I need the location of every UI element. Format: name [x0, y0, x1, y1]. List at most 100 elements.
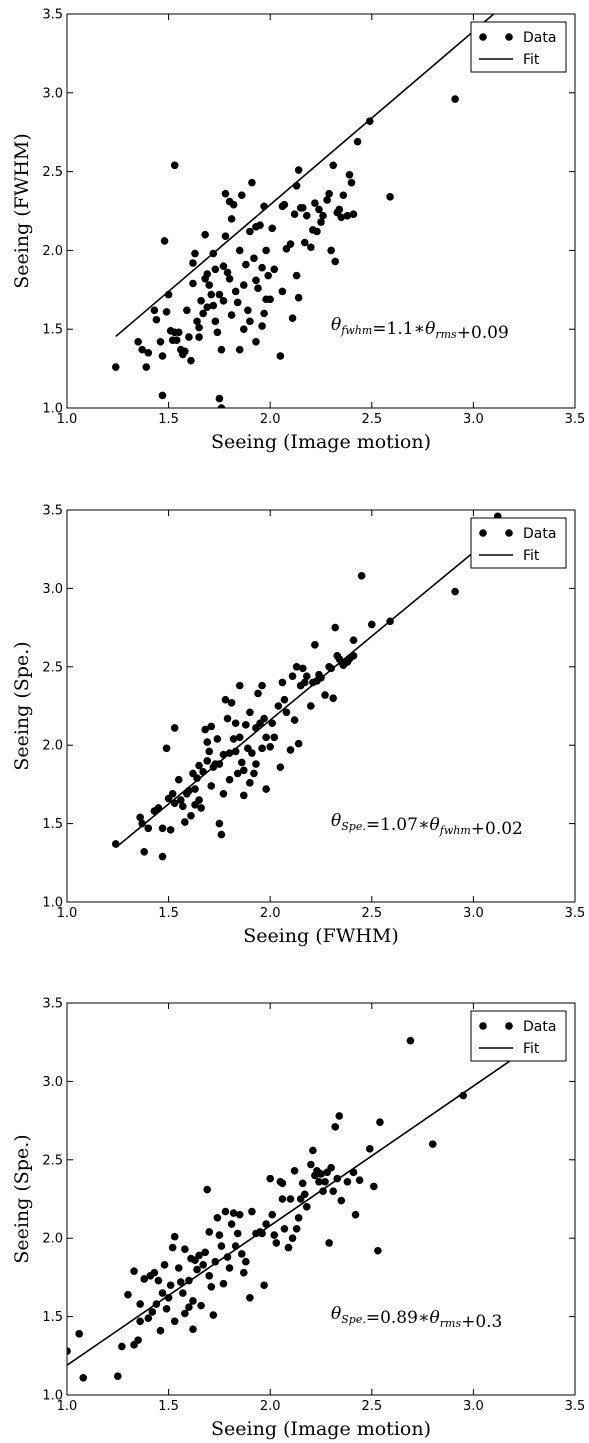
data-point — [179, 1289, 187, 1297]
data-point — [268, 224, 277, 233]
data-point — [168, 790, 177, 798]
data-point — [300, 1190, 309, 1199]
data-point — [172, 336, 181, 345]
data-point — [280, 1224, 289, 1233]
data-point — [270, 733, 279, 742]
data-point — [298, 204, 307, 212]
x-tick-label: 3.5 — [565, 412, 586, 427]
data-point — [124, 1290, 132, 1299]
data-point — [317, 1170, 325, 1178]
data-point — [311, 199, 319, 207]
data-point — [315, 205, 323, 214]
data-point — [205, 747, 214, 756]
y-axis-label: Seeing (Spe.) — [11, 1134, 33, 1263]
data-point — [156, 1326, 165, 1335]
data-point — [203, 757, 212, 765]
x-tick-label: 1.5 — [158, 412, 179, 427]
data-point — [343, 211, 352, 220]
y-tick-label: 1.5 — [42, 323, 63, 338]
data-point — [197, 1301, 205, 1310]
data-point — [349, 636, 358, 644]
legend-label-data: Data — [523, 526, 556, 542]
data-point — [144, 1314, 153, 1322]
data-point — [170, 724, 179, 732]
data-point — [235, 246, 244, 255]
y-tick-label: 2.0 — [42, 739, 63, 754]
data-point — [233, 1229, 242, 1238]
data-point — [205, 1228, 214, 1236]
data-point — [215, 290, 224, 299]
data-point — [221, 189, 230, 198]
data-point — [386, 193, 394, 201]
data-point — [329, 161, 337, 170]
data-point — [280, 695, 289, 704]
data-point — [321, 691, 329, 699]
chart-panel-3: 1.0 1.5 2.0 2.5 3.0 3.5 1.0 1.5 2.0 2.5 3.0 3.5 Seei… — [11, 997, 585, 1441]
data-point — [140, 848, 149, 856]
data-point — [181, 818, 189, 826]
data-point — [213, 1214, 222, 1222]
data-point — [225, 775, 234, 784]
data-point — [203, 270, 212, 278]
fit-equation: θSpe.=1.07∗θfwhm+0.02 — [331, 811, 523, 839]
data-point — [327, 1163, 335, 1172]
x-tick-label: 3.5 — [565, 906, 586, 921]
data-point — [223, 714, 232, 723]
data-point — [327, 664, 335, 673]
x-tick-label: 1.0 — [57, 1399, 78, 1414]
data-point — [229, 200, 238, 209]
legend-label-fit: Fit — [523, 548, 540, 564]
data-point — [331, 1123, 340, 1131]
x-tick-label: 1.0 — [57, 412, 78, 427]
data-point — [252, 760, 260, 768]
data-point — [142, 363, 151, 371]
data-point — [189, 259, 197, 267]
data-point — [347, 178, 356, 187]
legend-marker-data — [479, 529, 487, 537]
data-point — [205, 1272, 214, 1280]
data-point — [250, 254, 258, 263]
data-series — [111, 512, 502, 861]
plot-frame — [66, 509, 576, 903]
data-point — [201, 230, 209, 239]
data-point — [292, 271, 301, 280]
data-point — [321, 1177, 329, 1186]
data-point — [242, 1257, 250, 1266]
data-point — [79, 1373, 88, 1382]
data-point — [221, 695, 230, 704]
data-point — [199, 1261, 207, 1269]
fit-line — [115, 531, 499, 849]
data-point — [207, 1283, 216, 1291]
data-point — [176, 796, 185, 804]
y-tick-label: 2.5 — [42, 1153, 63, 1168]
data-point — [219, 297, 228, 305]
data-point — [339, 191, 348, 200]
data-point — [144, 824, 153, 833]
data-point — [246, 1293, 254, 1302]
data-point — [229, 1209, 238, 1217]
x-tick-label: 3.0 — [463, 1399, 484, 1414]
data-point — [260, 1281, 268, 1290]
legend: Data Fit — [470, 21, 567, 73]
data-point — [215, 760, 224, 768]
data-point — [205, 281, 214, 289]
legend-marker-data — [479, 1022, 487, 1030]
data-point — [189, 1325, 197, 1333]
data-point — [266, 1174, 275, 1183]
data-point — [365, 1145, 374, 1153]
data-point — [260, 714, 268, 723]
data-point — [140, 1275, 149, 1283]
y-tick-label: 3.5 — [42, 8, 63, 23]
data-point — [325, 189, 333, 198]
data-point — [258, 263, 266, 272]
data-point — [268, 1210, 277, 1219]
data-point — [75, 1330, 83, 1338]
data-point — [225, 274, 234, 283]
data-point — [201, 725, 209, 734]
data-point — [217, 830, 226, 839]
data-point — [215, 394, 224, 403]
chart-panel-1: 1.0 1.5 2.0 2.5 3.0 3.5 1.0 1.5 2.0 2.5 3.0 3.5 Seei… — [11, 8, 585, 454]
data-point — [335, 205, 344, 214]
x-axis-label: Seeing (Image motion) — [211, 1418, 431, 1440]
data-point — [191, 800, 199, 809]
